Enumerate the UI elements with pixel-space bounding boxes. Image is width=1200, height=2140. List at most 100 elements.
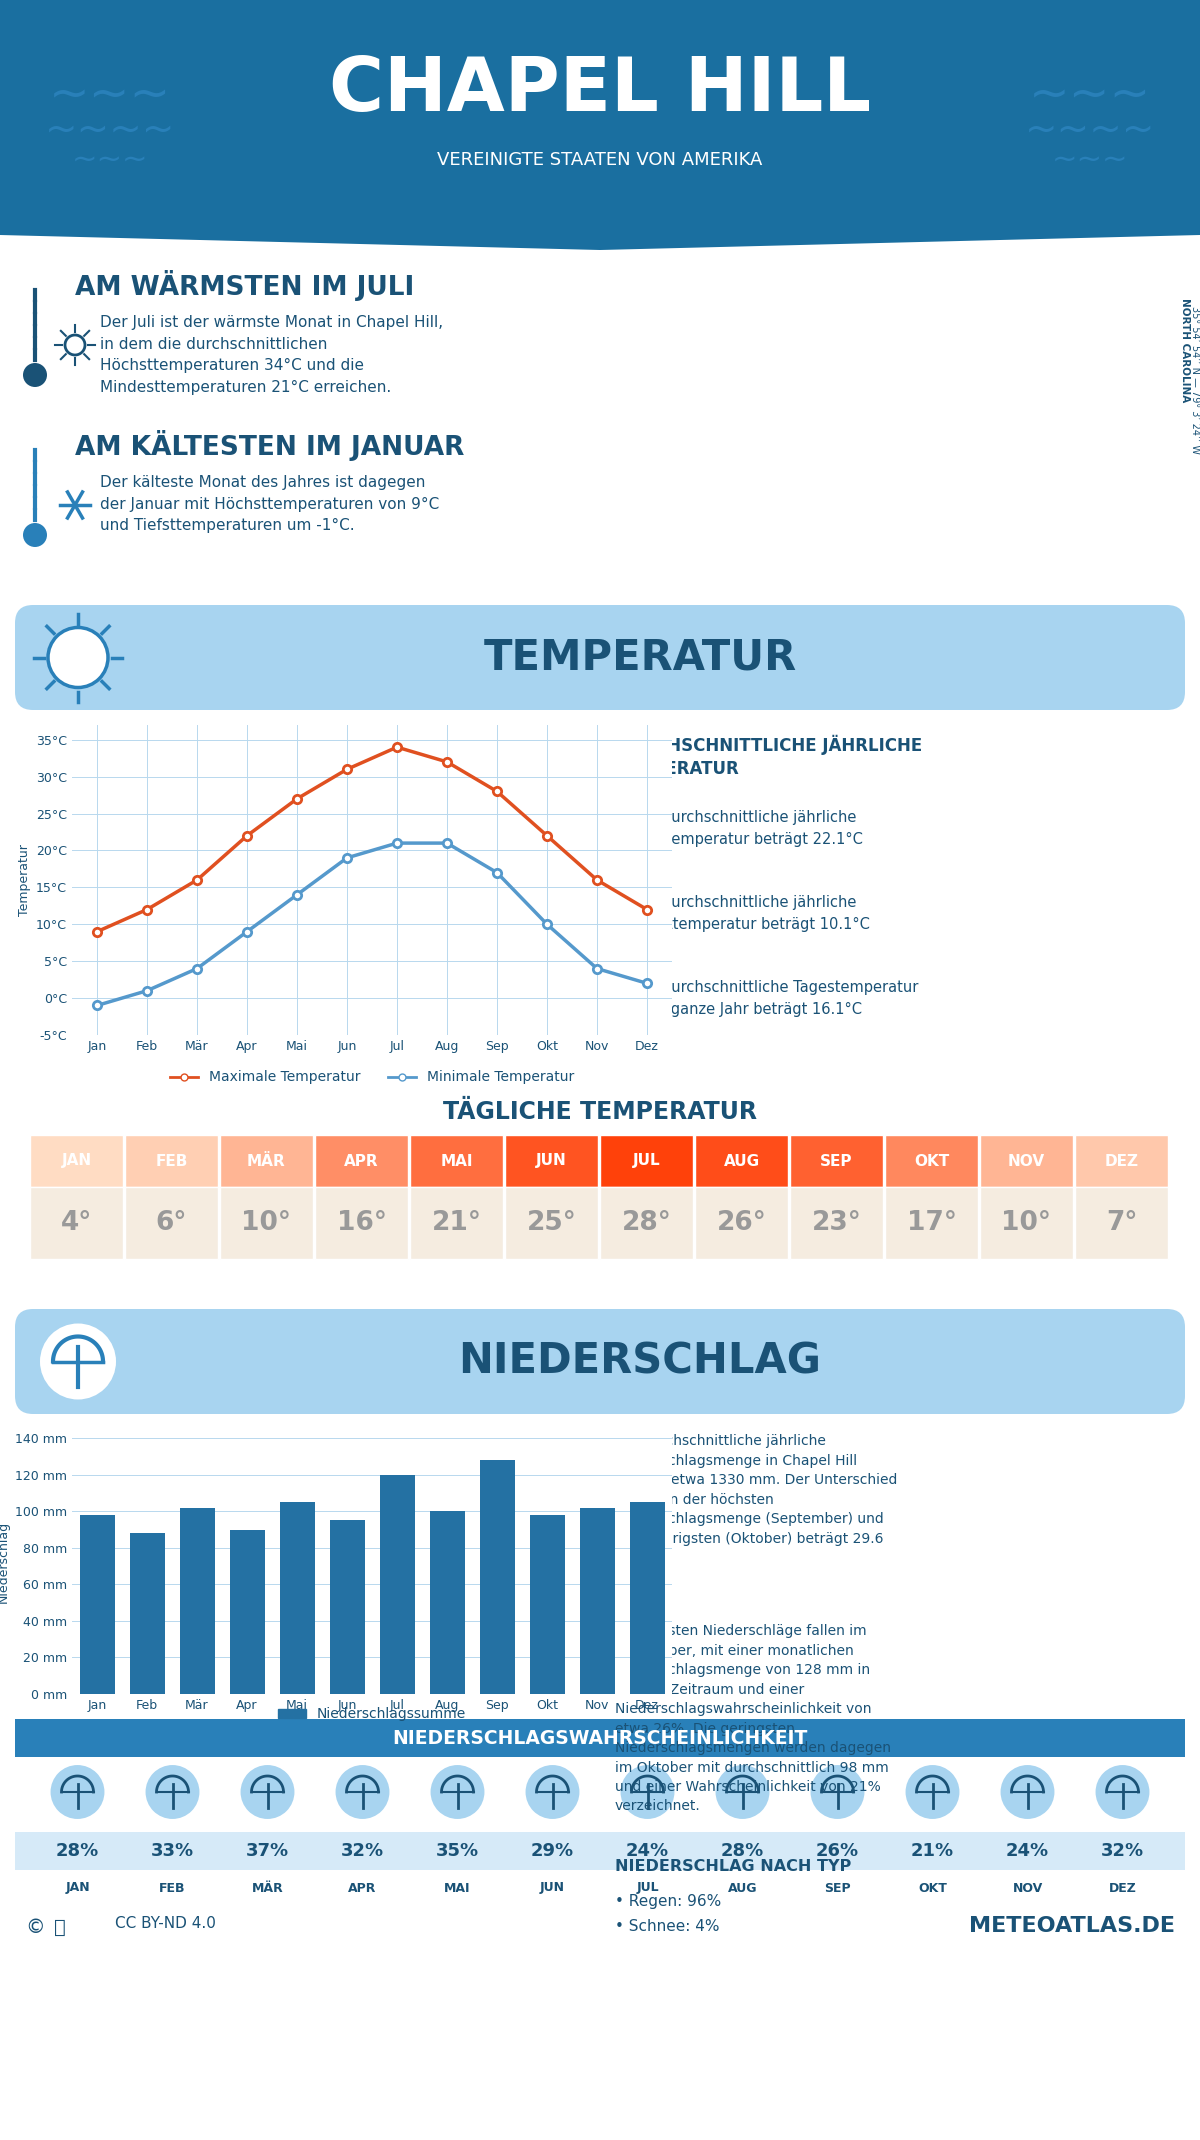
Text: ~~~: ~~~ [1028, 71, 1151, 120]
Text: Der kälteste Monat des Jahres ist dagegen
der Januar mit Höchsttemperaturen von : Der kälteste Monat des Jahres ist dagege… [100, 475, 439, 533]
Circle shape [240, 1763, 295, 1819]
Polygon shape [985, 4, 1195, 190]
Text: 32%: 32% [1100, 1843, 1144, 1860]
Text: •  Die durchschnittliche Tagestemperatur
für das ganze Jahr beträgt 16.1°C: • Die durchschnittliche Tagestemperatur … [616, 980, 918, 1016]
Polygon shape [30, 1134, 124, 1188]
Polygon shape [886, 1188, 978, 1258]
Bar [379, 1474, 414, 1695]
Circle shape [714, 1763, 770, 1819]
Text: NOV: NOV [1008, 1153, 1045, 1168]
Polygon shape [410, 1188, 503, 1258]
Text: SEP: SEP [824, 1881, 851, 1894]
Text: NIEDERSCHLAG NACH TYP: NIEDERSCHLAG NACH TYP [616, 1860, 851, 1875]
Text: 26%: 26% [816, 1843, 859, 1860]
Text: JUN: JUN [536, 1153, 566, 1168]
Text: 28%: 28% [56, 1843, 100, 1860]
Bar [480, 1459, 515, 1695]
Text: NORTH CAROLINA: NORTH CAROLINA [1180, 297, 1190, 402]
Circle shape [40, 1323, 116, 1400]
Y-axis label: Niederschlag: Niederschlag [0, 1519, 10, 1603]
Polygon shape [886, 1134, 978, 1188]
Bar [630, 1502, 665, 1695]
Text: 16°: 16° [336, 1209, 386, 1237]
Text: TÄGLICHE TEMPERATUR: TÄGLICHE TEMPERATUR [443, 1100, 757, 1124]
Text: OKT: OKT [914, 1153, 949, 1168]
Text: 4°: 4° [61, 1209, 92, 1237]
Text: Der Juli ist der wärmste Monat in Chapel Hill,
in dem die durchschnittlichen
Höc: Der Juli ist der wärmste Monat in Chapel… [100, 315, 443, 396]
Polygon shape [505, 1188, 598, 1258]
Text: JUN: JUN [540, 1881, 565, 1894]
Text: 35%: 35% [436, 1843, 479, 1860]
Circle shape [905, 1763, 960, 1819]
FancyBboxPatch shape [14, 606, 1186, 710]
FancyBboxPatch shape [14, 1310, 1186, 1415]
Text: ⓘ: ⓘ [54, 1917, 66, 1937]
Text: FEB: FEB [155, 1153, 187, 1168]
Text: AM WÄRMSTEN IM JULI: AM WÄRMSTEN IM JULI [74, 270, 414, 302]
Polygon shape [980, 1134, 1073, 1188]
Text: 17°: 17° [906, 1209, 956, 1237]
FancyBboxPatch shape [14, 1718, 1186, 1757]
Circle shape [49, 1763, 106, 1819]
Text: •  Die durchschnittliche jährliche
Mindesttemperatur beträgt 10.1°C: • Die durchschnittliche jährliche Mindes… [616, 895, 870, 931]
Text: MÄR: MÄR [247, 1153, 286, 1168]
Circle shape [335, 1763, 390, 1819]
Text: 6°: 6° [156, 1209, 187, 1237]
Circle shape [1000, 1763, 1056, 1819]
Text: ~~~~: ~~~~ [1025, 111, 1156, 150]
Text: AUG: AUG [727, 1881, 757, 1894]
Polygon shape [314, 1188, 408, 1258]
Polygon shape [220, 1134, 313, 1188]
Text: DEZ: DEZ [1104, 1153, 1139, 1168]
Text: JUL: JUL [636, 1881, 659, 1894]
Text: VEREINIGTE STAATEN VON AMERIKA: VEREINIGTE STAATEN VON AMERIKA [437, 152, 763, 169]
Text: • Schnee: 4%: • Schnee: 4% [616, 1920, 720, 1935]
Polygon shape [0, 195, 1200, 250]
Text: CC BY-ND 4.0: CC BY-ND 4.0 [115, 1915, 216, 1930]
Text: 26°: 26° [716, 1209, 767, 1237]
Circle shape [430, 1763, 486, 1819]
Polygon shape [5, 4, 215, 190]
Polygon shape [980, 1188, 1073, 1258]
Text: FEB: FEB [160, 1881, 186, 1894]
Text: 25°: 25° [527, 1209, 576, 1237]
Circle shape [619, 1763, 676, 1819]
Polygon shape [125, 1188, 218, 1258]
Text: 24%: 24% [626, 1843, 670, 1860]
Text: DEZ: DEZ [1109, 1881, 1136, 1894]
Legend: Niederschlagssumme: Niederschlagssumme [272, 1701, 472, 1727]
Text: 10°: 10° [1002, 1209, 1051, 1237]
Circle shape [23, 364, 47, 387]
Polygon shape [1075, 1188, 1168, 1258]
Text: APR: APR [348, 1881, 377, 1894]
Text: NIEDERSCHLAGSWAHRSCHEINLICHKEIT: NIEDERSCHLAGSWAHRSCHEINLICHKEIT [392, 1729, 808, 1748]
Text: AUG: AUG [724, 1153, 760, 1168]
Text: OKT: OKT [918, 1881, 947, 1894]
Bar [130, 1532, 164, 1695]
Text: 33%: 33% [151, 1843, 194, 1860]
Bar [280, 1502, 314, 1695]
Polygon shape [1075, 1134, 1168, 1188]
Bar [430, 1511, 464, 1695]
Text: • Regen: 96%: • Regen: 96% [616, 1894, 721, 1909]
Polygon shape [505, 1134, 598, 1188]
Text: ~~~: ~~~ [1051, 146, 1128, 175]
Bar [229, 1530, 264, 1695]
Text: 32%: 32% [341, 1843, 384, 1860]
Text: 21°: 21° [432, 1209, 481, 1237]
Text: NOV: NOV [1013, 1881, 1043, 1894]
Legend: Maximale Temperatur, Minimale Temperatur: Maximale Temperatur, Minimale Temperatur [164, 1066, 580, 1089]
Text: TEMPERATUR: TEMPERATUR [484, 636, 797, 678]
Text: JAN: JAN [65, 1881, 90, 1894]
Text: Die durchschnittliche jährliche
Niederschlagsmenge in Chapel Hill
beträgt etwa 1: Die durchschnittliche jährliche Niedersc… [616, 1434, 898, 1564]
Bar [330, 1519, 365, 1695]
Bar [580, 1507, 614, 1695]
Polygon shape [695, 1188, 788, 1258]
Text: 24%: 24% [1006, 1843, 1049, 1860]
Text: JAN: JAN [61, 1153, 91, 1168]
Text: SEP: SEP [821, 1153, 853, 1168]
Text: Die meisten Niederschläge fallen im
September, mit einer monatlichen
Niederschla: Die meisten Niederschläge fallen im Sept… [616, 1624, 890, 1813]
Text: •  Die durchschnittliche jährliche
Höchsttemperatur beträgt 22.1°C: • Die durchschnittliche jährliche Höchst… [616, 811, 863, 847]
Circle shape [48, 627, 108, 687]
Bar [79, 1515, 114, 1695]
